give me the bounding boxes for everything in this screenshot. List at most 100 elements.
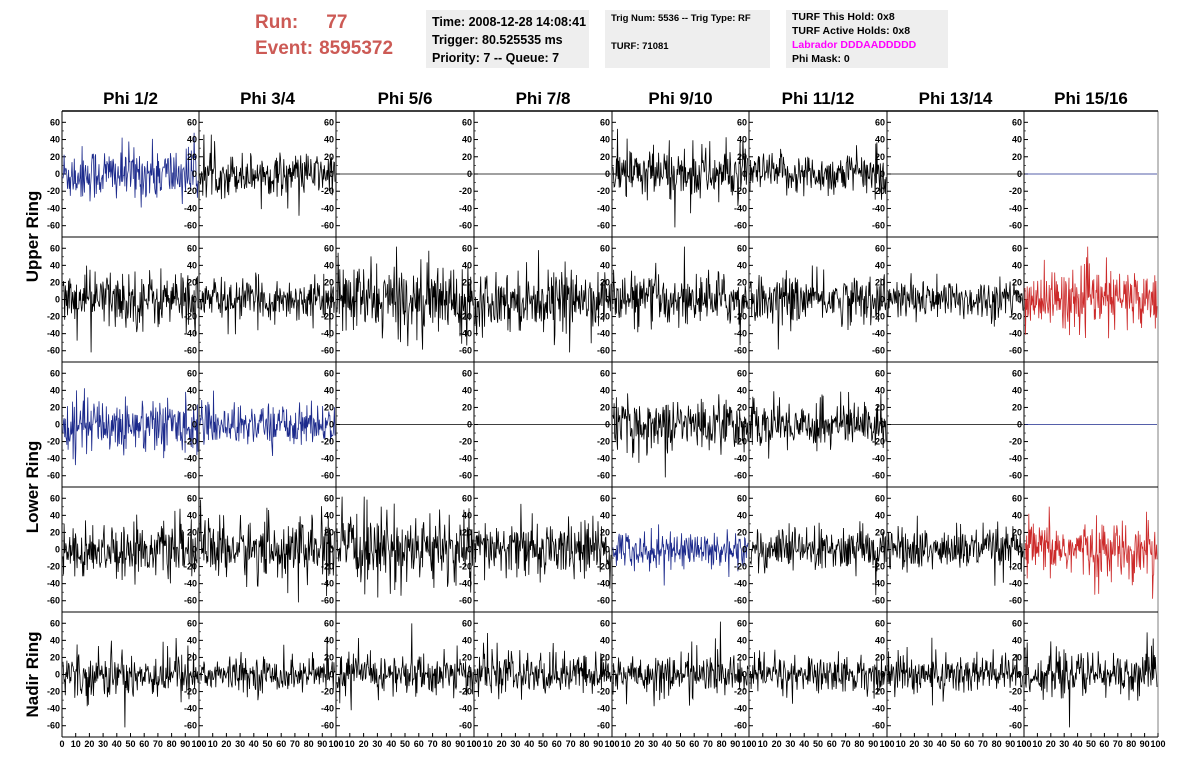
y-tick-label: -20 <box>459 687 472 697</box>
y-tick-label: 40 <box>737 635 747 645</box>
y-tick-label: -60 <box>597 346 610 356</box>
waveform-trace <box>749 265 887 350</box>
x-tick-label: 60 <box>1099 739 1109 749</box>
x-tick-label: 80 <box>854 739 864 749</box>
y-tick-label: -20 <box>597 687 610 697</box>
x-tick-label: 40 <box>524 739 534 749</box>
y-tick-label: -20 <box>184 186 197 196</box>
y-tick-label: 40 <box>1012 510 1022 520</box>
y-tick-label: -60 <box>47 471 60 481</box>
x-tick-label: 90 <box>180 739 190 749</box>
y-tick-label: 0 <box>1017 295 1022 305</box>
waveform-trace <box>62 132 199 208</box>
y-tick-label: 60 <box>875 117 885 127</box>
y-tick-label: -40 <box>459 329 472 339</box>
x-tick-label: 90 <box>593 739 603 749</box>
x-tick-label: 10 <box>208 739 218 749</box>
y-tick-label: -60 <box>184 721 197 731</box>
y-tick-label: 20 <box>737 152 747 162</box>
waveform-panel: -60 -40 -20 0 20 40 60 <box>47 237 199 362</box>
y-tick-label: 0 <box>742 295 747 305</box>
y-tick-label: -40 <box>1009 704 1022 714</box>
y-tick-label: -20 <box>47 687 60 697</box>
y-tick-label: 0 <box>605 545 610 555</box>
y-tick-label: 20 <box>875 527 885 537</box>
y-tick-label: -60 <box>597 596 610 606</box>
y-tick-label: -60 <box>1009 596 1022 606</box>
x-tick-label: 50 <box>675 739 685 749</box>
waveform-trace <box>749 649 887 704</box>
x-tick-label: 60 <box>964 739 974 749</box>
x-tick-label: 50 <box>262 739 272 749</box>
y-tick-label: -20 <box>872 312 885 322</box>
x-tick-label: 50 <box>400 739 410 749</box>
y-tick-label: 60 <box>600 243 610 253</box>
y-tick-label: 40 <box>600 510 610 520</box>
y-tick-label: 40 <box>737 385 747 395</box>
x-tick-label: 80 <box>579 739 589 749</box>
y-tick-label: -60 <box>184 471 197 481</box>
x-tick-label: 90 <box>730 739 740 749</box>
y-tick-label: -60 <box>872 221 885 231</box>
y-tick-label: 40 <box>50 135 60 145</box>
y-tick-label: 40 <box>875 260 885 270</box>
waveform-panel: -60 -40 -20 0 20 40 60 <box>47 612 199 737</box>
y-tick-label: 60 <box>875 618 885 628</box>
y-tick-label: -20 <box>872 437 885 447</box>
y-tick-label: -60 <box>184 221 197 231</box>
waveform-panel: -60 -40 -20 0 20 40 60 <box>459 237 612 362</box>
waveform-trace <box>199 272 336 339</box>
x-tick-label: 90 <box>868 739 878 749</box>
y-tick-label: 60 <box>737 618 747 628</box>
y-tick-label: -40 <box>597 579 610 589</box>
waveform-trace <box>612 524 749 586</box>
y-tick-label: 0 <box>605 295 610 305</box>
waveform-trace <box>1024 506 1158 599</box>
y-tick-label: -40 <box>184 579 197 589</box>
y-tick-label: -20 <box>184 312 197 322</box>
y-tick-label: -60 <box>734 596 747 606</box>
column-title: Phi 3/4 <box>240 89 295 108</box>
waveform-panel: -60 -40 -20 0 20 40 60 <box>597 612 749 737</box>
y-tick-label: -60 <box>872 721 885 731</box>
y-tick-label: -20 <box>597 312 610 322</box>
waveform-trace <box>1024 246 1158 339</box>
y-tick-label: 40 <box>600 135 610 145</box>
event-header: Run: 77 Event: 8595372 Time: 2008-12-28 14… <box>0 0 1196 80</box>
waveform-trace <box>887 637 1024 706</box>
waveform-panel: -60 -40 -20 0 20 40 60 <box>184 487 336 612</box>
y-tick-label: 60 <box>600 493 610 503</box>
y-tick-label: -20 <box>872 186 885 196</box>
y-tick-label: 20 <box>737 277 747 287</box>
column-title: Phi 15/16 <box>1054 89 1128 108</box>
x-tick-label: 10 <box>483 739 493 749</box>
y-tick-label: 20 <box>600 277 610 287</box>
y-tick-label: 40 <box>462 260 472 270</box>
x-tick-label: 70 <box>1113 739 1123 749</box>
y-tick-label: -60 <box>734 471 747 481</box>
y-tick-label: 20 <box>600 402 610 412</box>
x-tick-label: 10 <box>1032 739 1042 749</box>
y-tick-label: -20 <box>184 437 197 447</box>
waveform-panel: -60 -40 -20 0 20 40 60 <box>184 237 336 362</box>
y-tick-label: -20 <box>872 562 885 572</box>
y-tick-label: 40 <box>875 635 885 645</box>
y-tick-label: 60 <box>737 493 747 503</box>
y-tick-label: 60 <box>187 243 197 253</box>
x-tick-label: 50 <box>538 739 548 749</box>
y-tick-label: 20 <box>462 652 472 662</box>
y-tick-label: 60 <box>462 618 472 628</box>
waveform-panel: -60 -40 -20 0 20 40 60 <box>459 487 612 612</box>
y-tick-label: 40 <box>187 510 197 520</box>
y-tick-label: -20 <box>321 562 334 572</box>
y-tick-label: -20 <box>184 562 197 572</box>
y-tick-label: 20 <box>1012 402 1022 412</box>
waveform-trace <box>887 273 1024 327</box>
y-tick-label: 60 <box>324 368 334 378</box>
y-tick-label: 40 <box>187 260 197 270</box>
x-tick-label: 20 <box>221 739 231 749</box>
y-tick-label: 20 <box>875 402 885 412</box>
x-tick-label: 80 <box>1126 739 1136 749</box>
waveform-trace <box>474 503 612 589</box>
